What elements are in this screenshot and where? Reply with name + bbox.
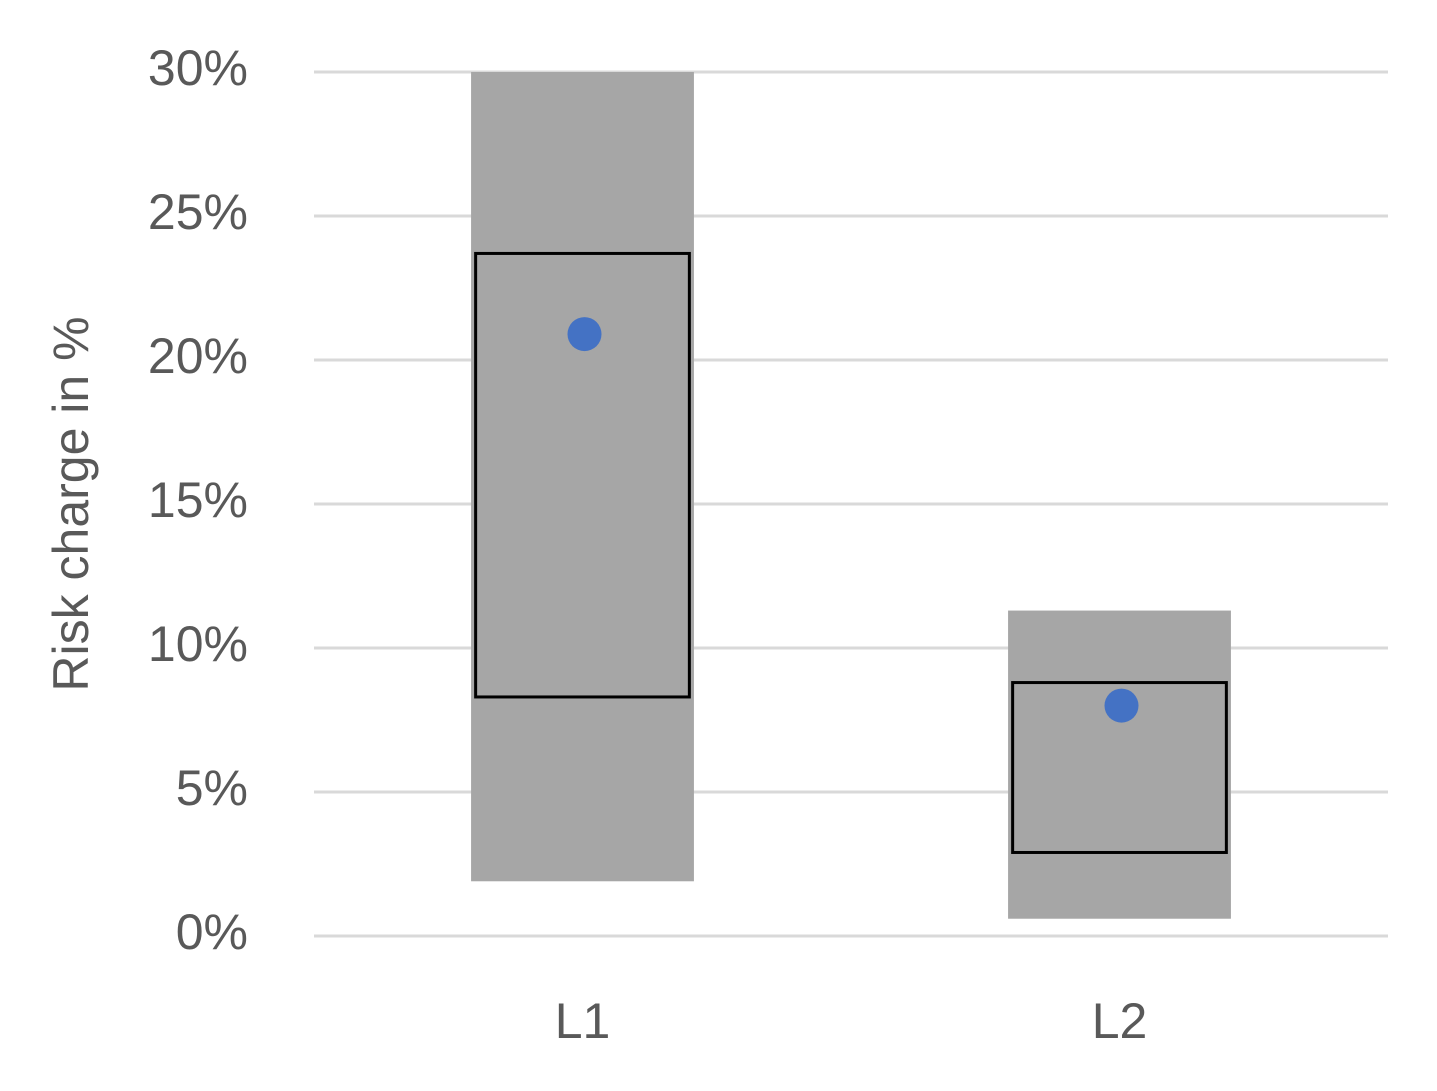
y-tick-label: 15% [148, 472, 248, 528]
y-axis-label: Risk charge in % [43, 316, 99, 691]
point [1104, 688, 1139, 723]
y-tick-label: 5% [176, 760, 248, 816]
y-tick-label: 25% [148, 184, 248, 240]
y-tick-label: 30% [148, 40, 248, 96]
x-tick-label: L2 [1092, 993, 1148, 1049]
x-tick-label: L1 [555, 993, 611, 1049]
y-tick-label: 20% [148, 328, 248, 384]
y-tick-label: 0% [176, 904, 248, 960]
inner-range [1011, 681, 1228, 854]
point [567, 317, 602, 352]
y-tick-label: 10% [148, 616, 248, 672]
